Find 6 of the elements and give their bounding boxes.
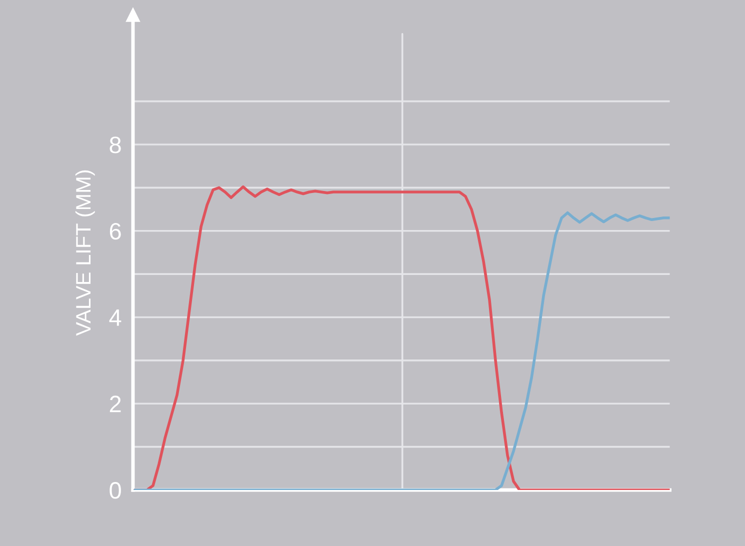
y-tick-label: 8 xyxy=(110,136,121,154)
y-tick-label: 6 xyxy=(110,222,121,240)
y-tick-label: 0 xyxy=(110,482,121,499)
y-tick-label: 2 xyxy=(110,396,121,412)
y-axis-title: VALVE LIFT (MM) xyxy=(75,170,95,336)
y-tick-label: 4 xyxy=(109,310,122,326)
